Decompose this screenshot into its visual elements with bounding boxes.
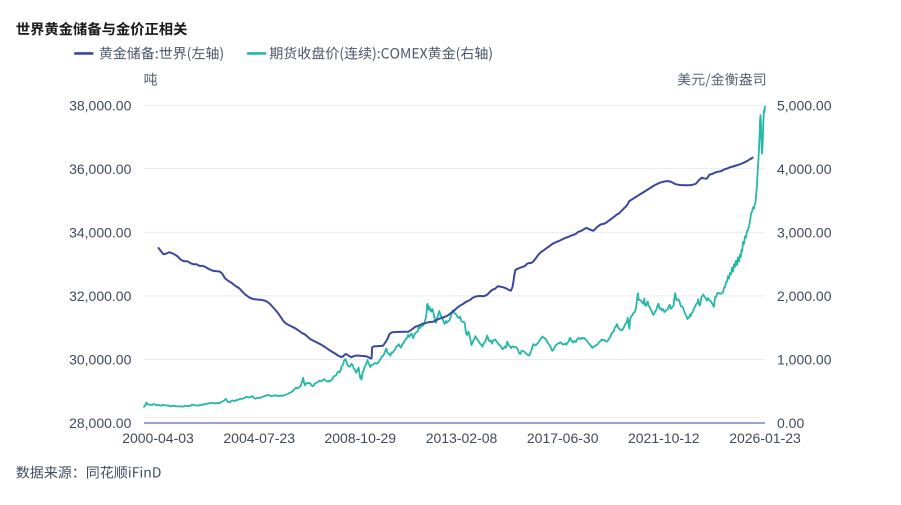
svg-text:38,000.00: 38,000.00 xyxy=(69,97,131,113)
svg-text:2000-04-03: 2000-04-03 xyxy=(122,430,194,446)
svg-text:1,000.00: 1,000.00 xyxy=(777,352,832,368)
svg-text:30,000.00: 30,000.00 xyxy=(69,352,131,368)
svg-text:2013-02-08: 2013-02-08 xyxy=(426,430,498,446)
svg-text:34,000.00: 34,000.00 xyxy=(69,225,131,241)
svg-text:2004-07-23: 2004-07-23 xyxy=(223,430,295,446)
svg-text:2021-10-12: 2021-10-12 xyxy=(628,430,700,446)
svg-text:2,000.00: 2,000.00 xyxy=(777,288,832,304)
svg-text:3,000.00: 3,000.00 xyxy=(777,225,832,241)
svg-text:28,000.00: 28,000.00 xyxy=(69,415,131,431)
svg-text:2008-10-29: 2008-10-29 xyxy=(324,430,396,446)
svg-text:0.00: 0.00 xyxy=(777,415,804,431)
svg-text:32,000.00: 32,000.00 xyxy=(69,288,131,304)
svg-text:2026-01-23: 2026-01-23 xyxy=(729,430,801,446)
svg-text:2017-06-30: 2017-06-30 xyxy=(527,430,599,446)
svg-text:5,000.00: 5,000.00 xyxy=(777,97,832,113)
svg-text:4,000.00: 4,000.00 xyxy=(777,161,832,177)
svg-text:36,000.00: 36,000.00 xyxy=(69,161,131,177)
